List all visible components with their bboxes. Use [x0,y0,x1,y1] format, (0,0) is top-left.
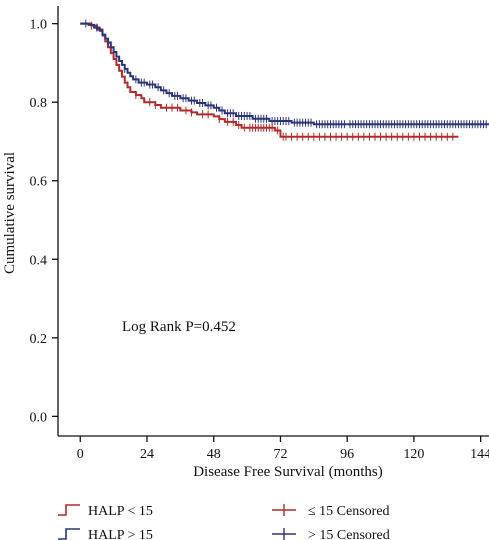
legend: HALP < 15 ≤ 15 Censored HALP > 15 > 15 Cens… [58,504,390,540]
y-tick-label: 0.6 [30,175,48,190]
y-tick-label: 0.4 [30,253,48,268]
x-tick-label: 24 [140,447,154,462]
legend-label-1: HALP < 15 [88,504,153,519]
legend-label-2: HALP > 15 [88,528,153,540]
legend-curve-glyph-1 [58,504,80,516]
y-tick-label: 0.2 [30,332,48,347]
legend-censored-label-1: ≤ 15 Censored [308,504,390,519]
log-rank-annotation: Log Rank P=0.452 [122,319,236,335]
x-tick-label: 72 [273,447,287,462]
legend-censored-label-2: > 15 Censored [308,528,390,540]
y-tick-label: 0.0 [30,410,48,425]
y-tick-label: 0.8 [30,96,48,111]
x-axis-label: Disease Free Survival (months) [193,464,383,480]
x-tick-label: 96 [340,447,354,462]
x-tick-label: 120 [403,447,424,462]
y-tick-label: 1.0 [30,18,48,33]
x-tick-label: 0 [77,447,84,462]
survival-curve-2 [80,22,489,126]
x-tick-label: 144 [470,447,489,462]
legend-curve-glyph-2 [58,528,80,540]
y-axis-label: Cumulative survival [2,152,18,274]
x-tick-label: 48 [207,447,221,462]
